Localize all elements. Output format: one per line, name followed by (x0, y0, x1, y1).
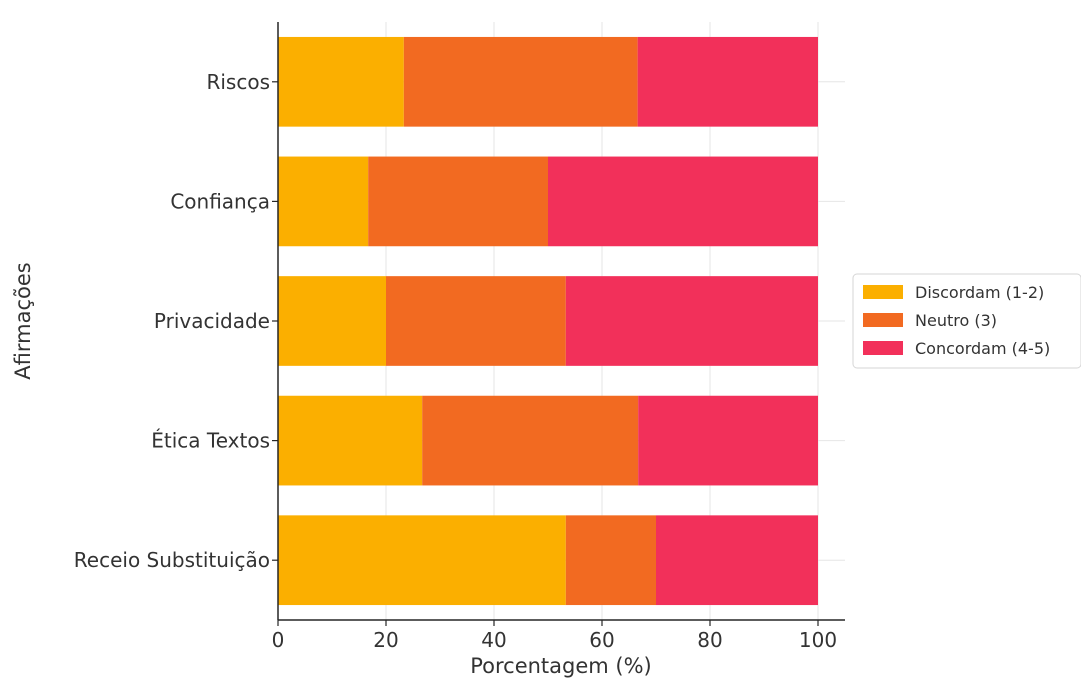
x-tick-label: 20 (373, 628, 398, 652)
bar-segment (548, 156, 818, 247)
bar-segment (637, 36, 818, 127)
legend-label: Discordam (1-2) (915, 283, 1044, 302)
bar-segment (403, 36, 638, 127)
legend-swatch (863, 313, 903, 327)
bar-segment (278, 156, 369, 247)
x-tick-label: 40 (481, 628, 506, 652)
category-label: Receio Substituição (74, 548, 270, 572)
x-ticks: 0 20 40 60 80 100 (272, 620, 837, 652)
legend-swatch (863, 285, 903, 299)
legend: Discordam (1-2) Neutro (3) Concordam (4-5) (852, 273, 1081, 369)
bar-segment (638, 395, 818, 486)
legend-box (852, 273, 1081, 369)
category-label: Ética Textos (151, 429, 270, 453)
bars (278, 36, 818, 606)
legend-swatch (863, 341, 903, 355)
bar-segment (565, 276, 818, 366)
category-label: Privacidade (154, 309, 270, 333)
x-tick-label: 60 (589, 628, 614, 652)
bar-segment (278, 36, 404, 127)
category-label: Riscos (206, 70, 270, 94)
bar-segment (278, 395, 423, 486)
category-label: Confiança (170, 189, 270, 213)
legend-label: Neutro (3) (915, 311, 997, 330)
bar-segment (278, 515, 566, 606)
x-tick-label: 0 (272, 628, 285, 652)
bar-segment (278, 276, 386, 366)
x-axis-title: Porcentagem (%) (470, 654, 652, 678)
bar-segment (368, 156, 548, 247)
bar-segment (565, 515, 656, 606)
bar-segment (422, 395, 639, 486)
legend-label: Concordam (4-5) (915, 339, 1050, 358)
y-axis-title: Afirmações (11, 262, 35, 379)
x-tick-label: 80 (697, 628, 722, 652)
bar-segment (386, 276, 566, 366)
x-tick-label: 100 (799, 628, 837, 652)
bar-segment (656, 515, 818, 606)
y-category-labels: Riscos Confiança Privacidade Ética Textos Re… (74, 70, 278, 572)
